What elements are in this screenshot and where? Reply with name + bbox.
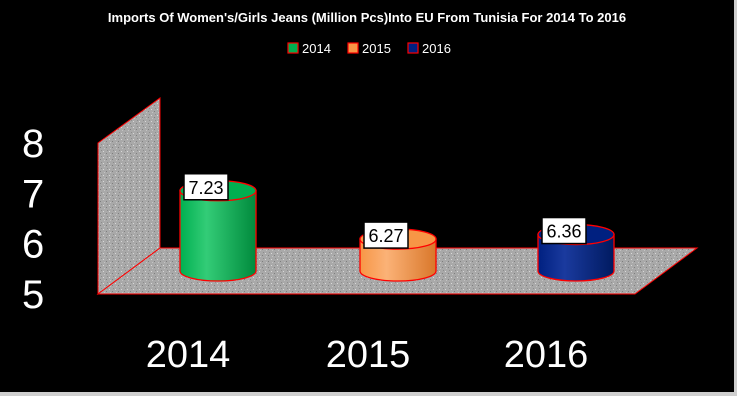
bar-2014: 7.23 [179,173,257,282]
legend-label: 2015 [362,41,391,56]
y-tick-label: 7 [22,172,44,216]
bar-2016: 6.36 [537,216,615,282]
legend-label: 2016 [422,41,451,56]
data-label: 6.36 [546,222,581,242]
legend-swatch [287,42,299,54]
bar-2015: 6.27 [359,221,437,282]
legend-item-2014: 2014 [287,41,331,56]
y-tick-label: 6 [22,223,44,267]
y-tick-label: 8 [22,122,44,166]
data-label-box [183,173,229,201]
y-axis: 5 6 7 8 [22,122,44,317]
x-tick-label: 2014 [146,334,231,376]
y-tick-label: 5 [22,273,44,317]
x-axis: 2014 2015 2016 [146,334,589,376]
legend-item-2016: 2016 [407,41,451,56]
data-label: 7.23 [188,178,223,198]
bars: 7.23 6.27 6.36 [179,173,615,282]
data-label-box [541,216,587,245]
data-label-box [363,221,409,249]
x-tick-label: 2015 [326,334,411,376]
bar-body [359,238,437,282]
x-tick-label: 2016 [504,334,589,376]
bar-body [537,233,615,282]
legend-swatch [407,42,419,54]
data-label: 6.27 [368,226,403,246]
legend-item-2015: 2015 [347,41,391,56]
legend: 2014 2015 2016 [287,41,451,56]
legend-swatch [347,42,359,54]
legend-label: 2014 [302,41,331,56]
chart-title: Imports Of Women's/Girls Jeans (Million … [108,10,626,25]
chart: Imports Of Women's/Girls Jeans (Million … [22,10,699,376]
bar-body [179,190,257,282]
